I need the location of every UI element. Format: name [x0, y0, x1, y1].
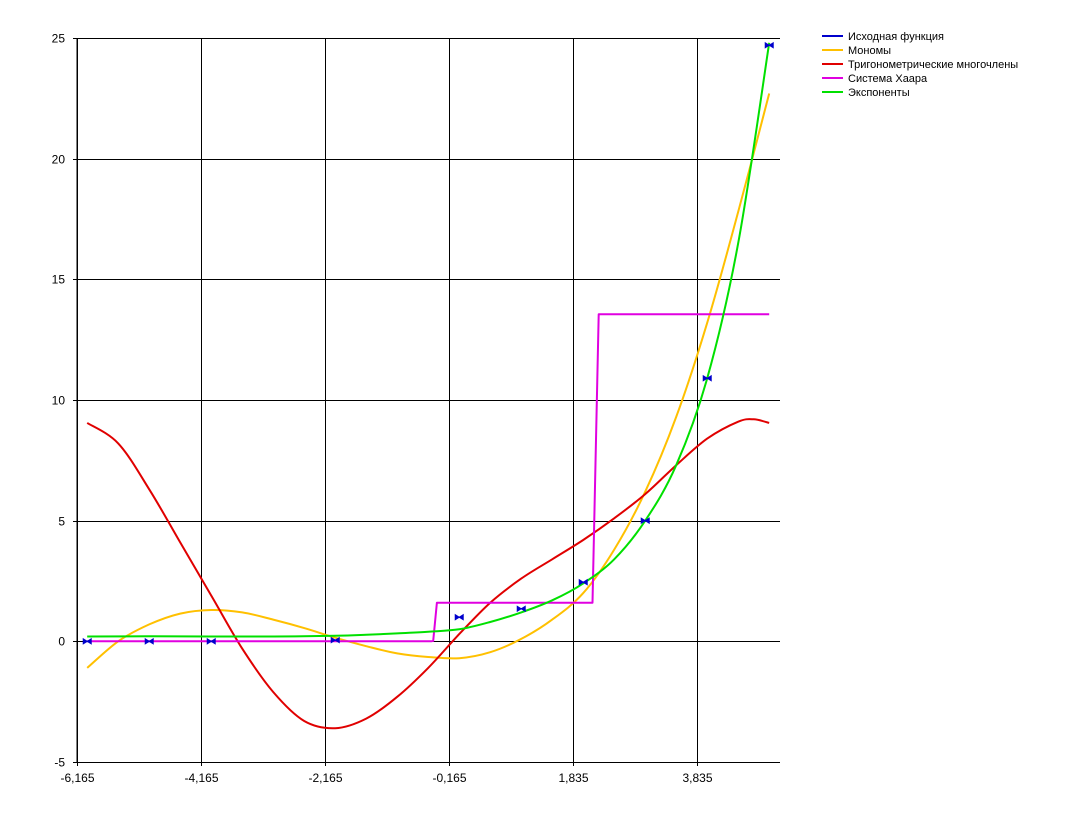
series-line — [87, 313, 770, 643]
data-point-marker — [454, 613, 464, 621]
data-point-marker — [578, 578, 588, 586]
y-tick-label: 5 — [58, 515, 65, 529]
legend-item: Тригонометрические многочлены — [822, 59, 1018, 71]
legend-item: Мономы — [822, 45, 891, 57]
legend-label: Исходная функция — [848, 31, 944, 43]
data-point-marker — [702, 374, 712, 382]
legend-label: Мономы — [848, 45, 891, 57]
y-tick-label: 25 — [52, 32, 66, 46]
x-tick-label: 1,835 — [558, 771, 588, 785]
x-tick-label: -2,165 — [308, 771, 342, 785]
y-tick-label: 15 — [52, 273, 66, 287]
legend-label: Система Хаара — [848, 73, 928, 85]
legend-item: Экспоненты — [822, 87, 910, 99]
data-point-marker — [516, 605, 526, 613]
data-point-marker — [330, 636, 340, 644]
y-tick-label: 0 — [58, 635, 65, 649]
x-tick-label: -6,165 — [60, 771, 94, 785]
series-line — [87, 42, 771, 638]
y-axis-ticks: -5 0 5 10 15 20 25 — [52, 32, 66, 770]
legend-label: Экспоненты — [848, 87, 910, 99]
series-line — [86, 418, 770, 730]
data-point-marker — [764, 41, 774, 49]
y-tick-label: -5 — [54, 756, 65, 770]
legend-label: Тригонометрические многочлены — [848, 59, 1018, 71]
data-point-marker — [144, 637, 154, 645]
data-point-marker — [640, 517, 650, 525]
series-line — [86, 93, 771, 669]
x-tick-label: -0,165 — [432, 771, 466, 785]
legend: Исходная функция Мономы Тригонометрические… — [822, 31, 1018, 99]
legend-item: Исходная функция — [822, 31, 944, 43]
x-tick-label: 3,835 — [682, 771, 712, 785]
legend-item: Система Хаара — [822, 73, 928, 85]
series-layer — [82, 41, 774, 730]
grid — [73, 38, 780, 766]
y-tick-label: 10 — [52, 394, 66, 408]
x-axis-ticks: -6,165 -4,165 -2,165 -0,165 1,835 3,835 — [60, 771, 712, 785]
x-tick-label: -4,165 — [184, 771, 218, 785]
data-point-marker — [82, 637, 92, 645]
data-point-marker — [206, 637, 216, 645]
y-tick-label: 20 — [52, 153, 66, 167]
